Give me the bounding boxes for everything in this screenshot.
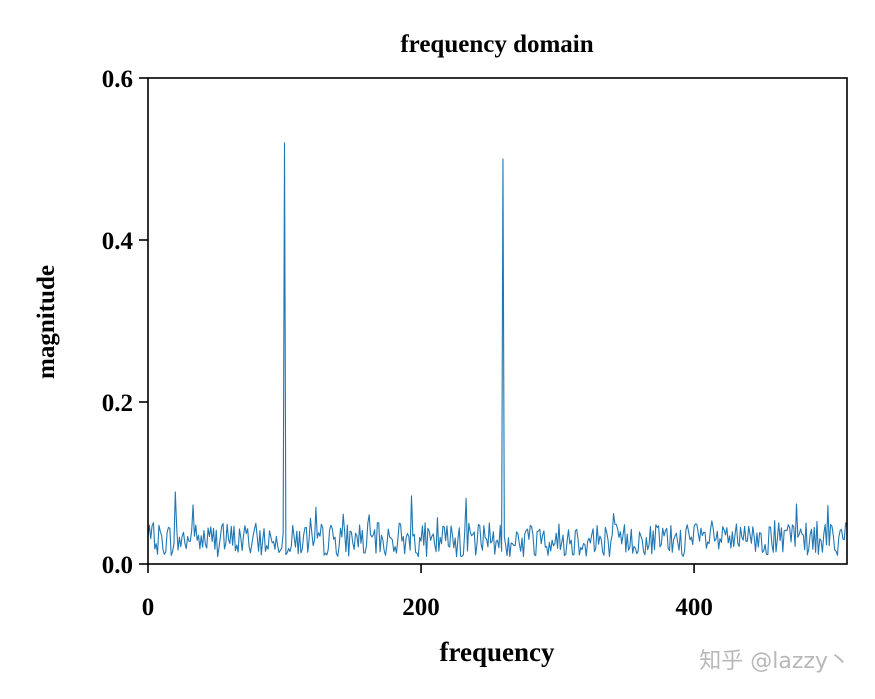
y-tick-label: 0.0 — [102, 552, 133, 579]
chart-title: frequency domain — [400, 31, 593, 58]
x-axis-label: frequency — [440, 637, 555, 667]
watermark: 知乎 @lazzy丶 — [699, 649, 850, 674]
y-tick-label: 0.4 — [102, 228, 134, 255]
x-tick-label: 200 — [402, 594, 440, 621]
x-tick-label: 0 — [142, 594, 155, 621]
y-tick-label: 0.6 — [102, 66, 133, 93]
x-axis: 0 200 400 — [142, 564, 713, 621]
plot-area — [147, 77, 848, 565]
series-line — [147, 142, 848, 558]
y-axis: 0.0 0.2 0.4 0.6 — [102, 66, 148, 579]
x-tick-label: 400 — [675, 594, 713, 621]
y-tick-label: 0.2 — [102, 390, 133, 417]
axes-border — [147, 77, 848, 565]
y-axis-label: magnitude — [33, 265, 60, 379]
plot-frame — [148, 78, 847, 564]
